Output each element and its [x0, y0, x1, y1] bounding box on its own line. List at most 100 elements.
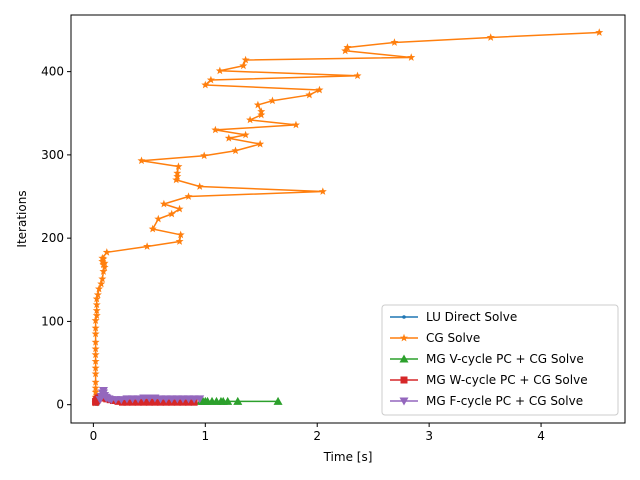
- data-point: [407, 53, 416, 61]
- data-point: [99, 267, 108, 275]
- data-point: [176, 230, 185, 239]
- data-point: [239, 61, 248, 70]
- data-point: [91, 387, 100, 396]
- y-tick-label: 0: [56, 398, 64, 412]
- series-1: [91, 28, 604, 407]
- legend: LU Direct Solve CG Solve MG V-cycle PC + C…: [381, 304, 619, 416]
- legend-marker: [402, 315, 406, 319]
- data-point: [231, 146, 240, 155]
- legend-box: [381, 304, 619, 416]
- data-point: [91, 338, 100, 346]
- data-point: [137, 156, 146, 165]
- data-point: [390, 38, 399, 46]
- data-point: [201, 80, 210, 89]
- data-point: [257, 107, 266, 115]
- data-point: [91, 323, 100, 332]
- legend-label: MG V-cycle PC + CG Solve: [426, 352, 584, 366]
- data-point: [256, 139, 265, 148]
- x-axis-label: Time [s]: [323, 450, 373, 464]
- x-tick-label: 3: [425, 429, 433, 443]
- data-point: [353, 71, 362, 80]
- y-axis-label: Iterations: [15, 190, 29, 247]
- y-tick-label: 300: [41, 148, 64, 162]
- data-point: [98, 257, 107, 265]
- legend-label: CG Solve: [426, 331, 480, 345]
- data-point: [98, 253, 107, 262]
- series-2: [196, 396, 283, 405]
- y-axis-ticks: 0 100 200 300 400: [41, 65, 71, 412]
- data-point: [184, 192, 193, 200]
- data-point: [175, 204, 184, 213]
- legend-item-1: CG Solve: [390, 331, 480, 345]
- data-point: [92, 294, 101, 303]
- data-point: [253, 100, 262, 109]
- data-point: [206, 75, 215, 84]
- legend-item-2: MG V-cycle PC + CG Solve: [390, 352, 584, 366]
- data-point: [91, 369, 100, 378]
- data-point: [98, 274, 107, 283]
- x-axis-ticks: 0 1 2 3 4: [90, 423, 545, 443]
- data-point: [91, 378, 100, 386]
- data-point: [211, 125, 220, 134]
- data-point: [343, 43, 352, 51]
- legend-label: MG F-cycle PC + CG Solve: [426, 394, 583, 408]
- plot-series: [91, 28, 604, 407]
- data-point: [91, 329, 100, 338]
- plot-frame: [70, 14, 626, 424]
- data-point: [233, 396, 243, 405]
- data-point: [133, 395, 143, 404]
- data-point: [273, 396, 283, 405]
- data-point: [91, 357, 100, 365]
- legend-marker: [400, 376, 408, 384]
- data-point: [195, 182, 204, 190]
- data-point: [224, 134, 233, 142]
- legend-label: MG W-cycle PC + CG Solve: [426, 373, 588, 387]
- data-point: [173, 172, 182, 180]
- data-point: [102, 248, 111, 256]
- data-point: [195, 395, 205, 404]
- data-point: [291, 120, 300, 129]
- data-point: [174, 162, 183, 170]
- data-point: [99, 260, 108, 269]
- data-point: [215, 66, 224, 75]
- data-point: [143, 242, 152, 250]
- data-point: [91, 344, 100, 353]
- data-point: [173, 169, 182, 177]
- data-point: [110, 397, 118, 405]
- data-point: [257, 110, 266, 119]
- data-point: [91, 316, 100, 324]
- x-tick-label: 4: [537, 429, 545, 443]
- data-point: [114, 397, 122, 405]
- legend-marker: [399, 354, 409, 363]
- data-point: [91, 363, 100, 372]
- x-tick-label: 2: [313, 429, 321, 443]
- data-point: [318, 187, 327, 195]
- data-point: [223, 396, 233, 405]
- data-point: [241, 55, 250, 64]
- data-point: [159, 199, 168, 208]
- data-point: [93, 290, 102, 299]
- data-point: [241, 130, 250, 139]
- data-point: [154, 214, 163, 223]
- data-point: [91, 383, 100, 392]
- data-point: [200, 151, 209, 160]
- legend-item-3: MG W-cycle PC + CG Solve: [390, 373, 588, 387]
- data-point: [246, 115, 255, 124]
- data-point: [172, 175, 181, 184]
- data-point: [91, 350, 100, 359]
- data-point: [94, 284, 103, 293]
- data-point: [268, 96, 277, 105]
- data-point: [595, 28, 604, 36]
- y-tick-label: 200: [41, 231, 64, 245]
- legend-item-4: MG F-cycle PC + CG Solve: [390, 394, 583, 408]
- data-point: [116, 396, 126, 405]
- data-point: [305, 90, 314, 99]
- data-point: [92, 306, 101, 314]
- y-tick-label: 100: [41, 314, 64, 328]
- x-tick-label: 0: [90, 429, 98, 443]
- data-point: [167, 209, 176, 218]
- legend-item-0: LU Direct Solve: [390, 310, 517, 324]
- data-point: [100, 258, 109, 267]
- legend-marker: [400, 333, 408, 342]
